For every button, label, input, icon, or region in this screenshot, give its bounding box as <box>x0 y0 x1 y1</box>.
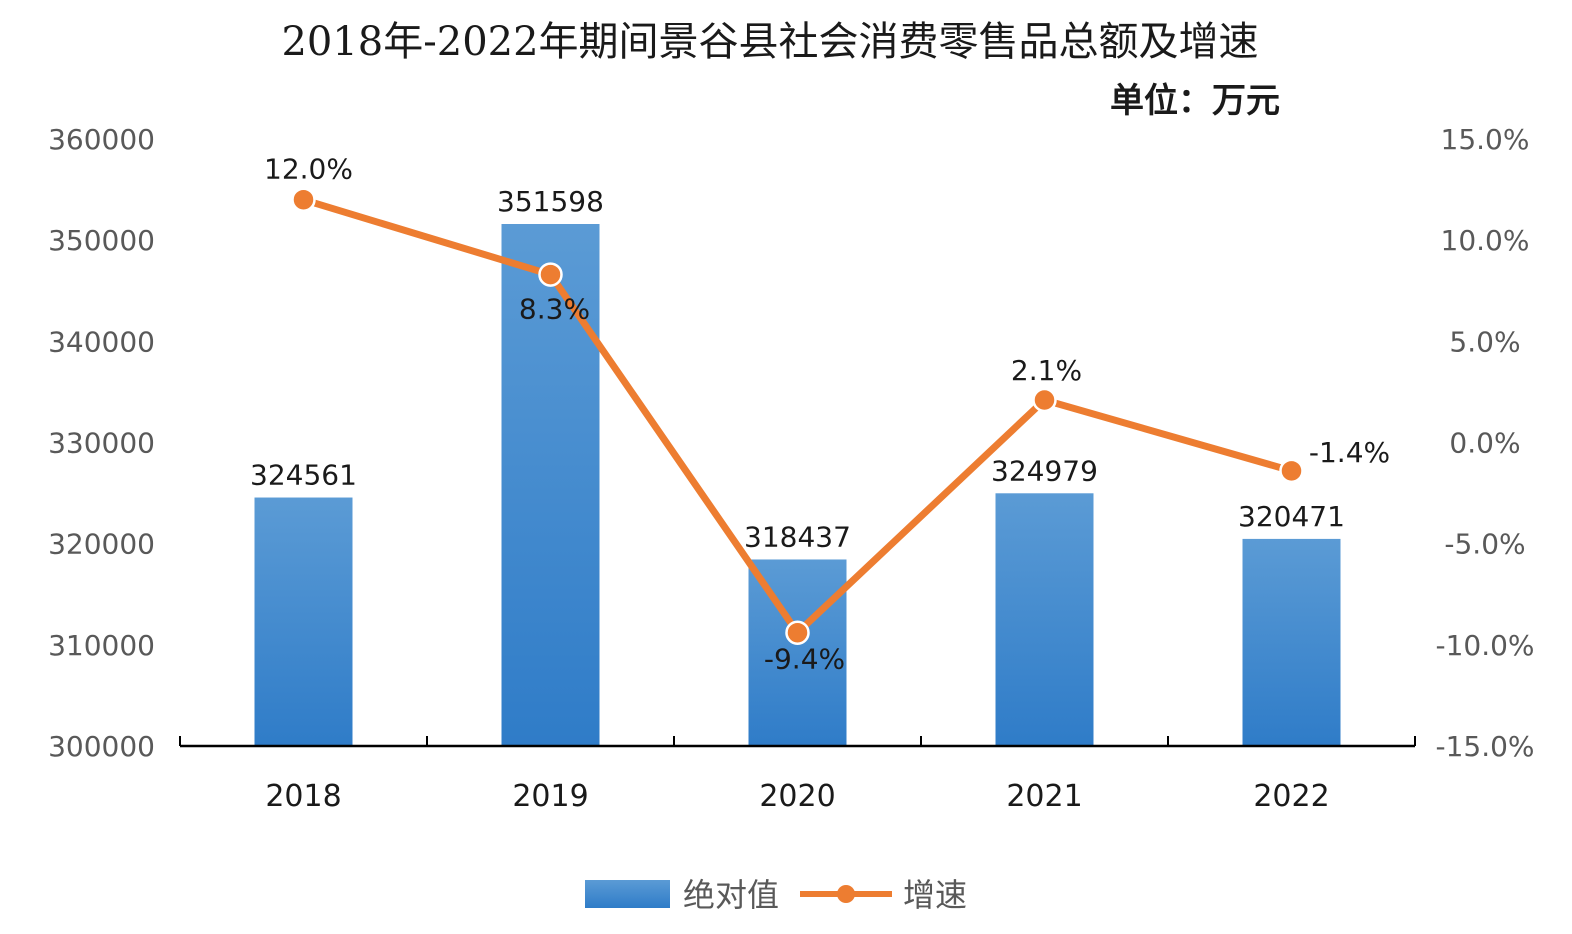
y-left-tick-label: 300000 <box>48 730 155 763</box>
growth-point <box>1279 458 1304 484</box>
growth-point <box>1032 387 1057 413</box>
legend-swatch-marker <box>837 885 855 903</box>
chart-title: 2018年-2022年期间景谷县社会消费零售品总额及增速 <box>281 19 1258 65</box>
y-right-tick-label: -15.0% <box>1435 730 1534 763</box>
y-right-tick-label: -5.0% <box>1444 528 1525 561</box>
bar-value-label: 324979 <box>991 454 1098 487</box>
bar-value-label: 318437 <box>744 520 851 553</box>
bar <box>1242 538 1341 746</box>
growth-value-label: -1.4% <box>1309 436 1390 469</box>
plot-area: 300000 310000 320000 330000 340000 350000 3600… <box>48 123 1534 814</box>
bar <box>995 493 1094 746</box>
y-left-tick-label: 310000 <box>48 629 155 662</box>
y-right-tick-label: 10.0% <box>1441 224 1530 257</box>
growth-value-label: 8.3% <box>519 293 590 326</box>
bar-value-label: 324561 <box>250 459 357 492</box>
growth-point <box>785 620 810 645</box>
bar <box>501 224 600 746</box>
y-left-tick-label: 330000 <box>48 427 155 460</box>
legend-label-line: 增速 <box>903 876 967 914</box>
y-right-tick-label: 5.0% <box>1449 325 1520 358</box>
growth-point <box>538 262 563 287</box>
bar-value-label: 351598 <box>497 185 604 218</box>
legend-swatch-bar <box>585 880 670 908</box>
y-right-tick-label: 15.0% <box>1441 123 1530 156</box>
y-left-tick-label: 340000 <box>48 325 155 358</box>
x-tick-label: 2019 <box>512 779 588 814</box>
y-left-tick-label: 320000 <box>48 528 155 561</box>
legend: 绝对值 增速 <box>585 876 967 914</box>
y-left-tick-label: 350000 <box>48 224 155 257</box>
y-left-tick-label: 360000 <box>48 123 155 156</box>
legend-label-bar: 绝对值 <box>683 876 779 914</box>
x-tick-label: 2021 <box>1006 779 1082 814</box>
growth-value-label: -9.4% <box>764 643 845 676</box>
bar <box>254 497 353 746</box>
growth-value-label: 12.0% <box>264 153 353 186</box>
unit-label: 单位：万元 <box>1110 81 1280 121</box>
y-right-tick-label: -10.0% <box>1435 629 1534 662</box>
growth-value-label: 2.1% <box>1011 354 1082 387</box>
x-tick-label: 2020 <box>759 779 835 814</box>
growth-point <box>291 187 316 212</box>
bar-value-label: 320471 <box>1238 500 1345 533</box>
x-tick-label: 2022 <box>1253 779 1329 814</box>
x-tick-label: 2018 <box>265 779 341 814</box>
y-right-tick-label: 0.0% <box>1449 427 1520 460</box>
